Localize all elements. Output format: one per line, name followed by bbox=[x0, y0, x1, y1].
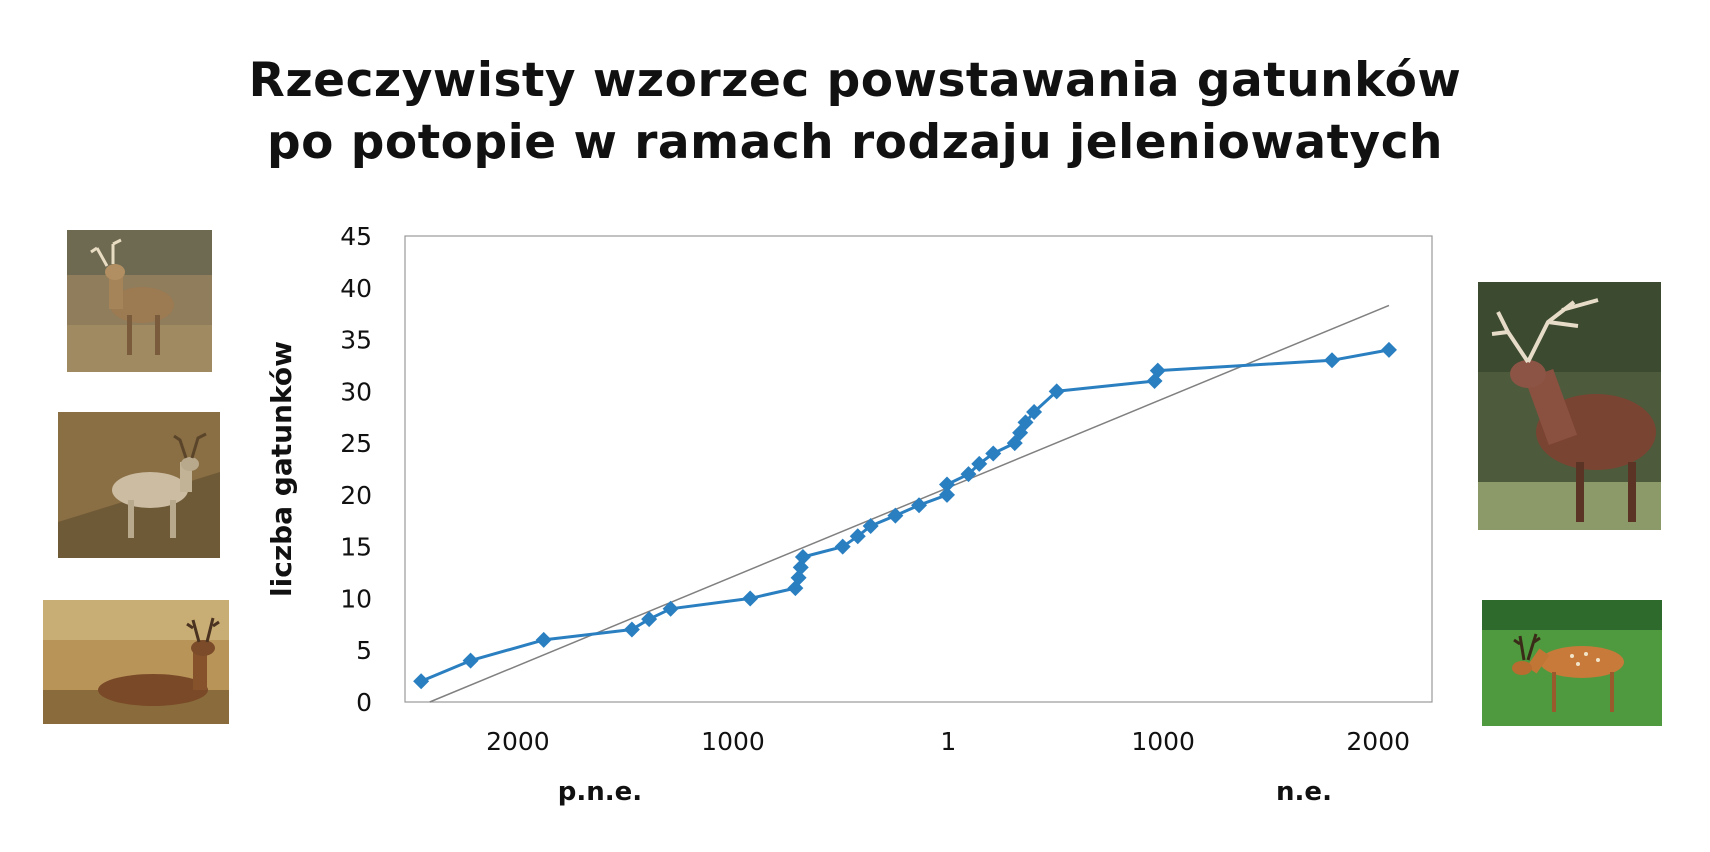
data-point bbox=[834, 538, 851, 555]
data-point bbox=[938, 486, 955, 503]
data-point bbox=[985, 445, 1002, 462]
deer-photo-sika-deer bbox=[1482, 600, 1662, 726]
data-point bbox=[938, 476, 955, 493]
deer-photo-reindeer bbox=[58, 412, 220, 558]
data-point bbox=[790, 569, 807, 586]
data-point bbox=[911, 497, 928, 514]
data-point bbox=[1323, 352, 1340, 369]
plot-frame bbox=[404, 235, 1433, 703]
data-point bbox=[1026, 404, 1043, 421]
deer-photo-white-tailed bbox=[67, 230, 212, 372]
data-point bbox=[623, 621, 640, 638]
title-line-2: po potopie w ramach rodzaju jeleniowatyc… bbox=[266, 115, 1444, 170]
data-point bbox=[960, 466, 977, 483]
y-tick-label: 10 bbox=[340, 584, 372, 613]
y-tick-label: 40 bbox=[340, 274, 372, 303]
x-tick-label: 1000 bbox=[701, 727, 765, 756]
data-point bbox=[535, 631, 552, 648]
data-point bbox=[1380, 341, 1397, 358]
title-line-1: Rzeczywisty wzorzec powstawania gatunków bbox=[248, 53, 1462, 108]
data-point bbox=[794, 549, 811, 566]
data-point bbox=[641, 611, 658, 628]
y-tick-label: 15 bbox=[340, 533, 372, 562]
y-tick-label: 35 bbox=[340, 326, 372, 355]
y-tick-label: 20 bbox=[340, 481, 372, 510]
y-tick-label: 5 bbox=[356, 636, 372, 665]
series-line bbox=[420, 348, 1390, 683]
x-tick-label: 2000 bbox=[486, 727, 550, 756]
x-tick-label: 2000 bbox=[1346, 727, 1410, 756]
data-point bbox=[742, 590, 759, 607]
y-tick-label: 25 bbox=[340, 429, 372, 458]
era-label-bc: p.n.e. bbox=[558, 777, 642, 807]
data-point bbox=[792, 559, 809, 576]
data-point bbox=[1149, 362, 1166, 379]
data-point bbox=[462, 652, 479, 669]
x-tick-label: 1 bbox=[940, 727, 956, 756]
data-point bbox=[1017, 414, 1034, 431]
y-axis-label: liczba gatunków bbox=[265, 341, 298, 597]
data-point bbox=[971, 455, 988, 472]
y-tick-label: 0 bbox=[356, 688, 372, 717]
era-label-ad: n.e. bbox=[1276, 777, 1332, 807]
data-point bbox=[1048, 383, 1065, 400]
y-tick-label: 45 bbox=[340, 222, 372, 251]
data-point bbox=[413, 673, 430, 690]
x-tick-label: 1000 bbox=[1131, 727, 1195, 756]
data-point bbox=[862, 517, 879, 534]
deer-photo-red-deer bbox=[1478, 282, 1661, 530]
data-point bbox=[662, 600, 679, 617]
data-point bbox=[849, 528, 866, 545]
data-point bbox=[887, 507, 904, 524]
page-title: Rzeczywisty wzorzec powstawania gatunków… bbox=[0, 50, 1710, 174]
y-tick-label: 30 bbox=[340, 377, 372, 406]
deer-photo-hog-deer bbox=[43, 600, 229, 724]
